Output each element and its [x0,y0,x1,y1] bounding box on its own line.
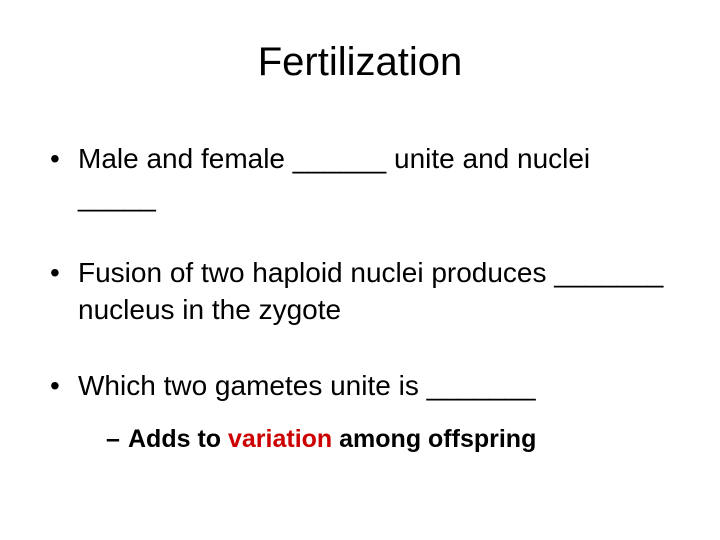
sub-bullet-suffix: among offspring [332,425,536,453]
sub-bullet-1: Adds to variation among offspring [106,423,670,457]
bullet-list: Male and female ______ unite and nuclei … [50,140,670,457]
sub-bullet-highlight: variation [228,425,332,453]
bullet-3-text: Which two gametes unite is _______ [78,370,536,401]
bullet-3: Which two gametes unite is _______ Adds … [50,367,670,457]
bullet-1: Male and female ______ unite and nuclei … [50,140,670,216]
bullet-2: Fusion of two haploid nuclei produces __… [50,254,670,330]
sub-bullet-prefix: Adds to [128,425,228,453]
slide-title: Fertilization [50,40,670,85]
slide-container: Fertilization Male and female ______ uni… [0,0,720,540]
sub-bullet-list: Adds to variation among offspring [78,423,670,457]
